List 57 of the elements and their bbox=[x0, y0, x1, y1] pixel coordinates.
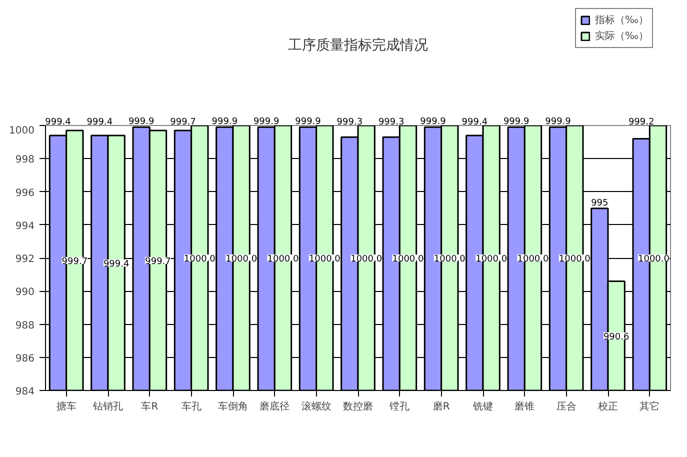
data-label: 999.7 bbox=[62, 256, 88, 267]
x-tick-label: 磨R bbox=[432, 400, 450, 412]
data-label: 990.6 bbox=[603, 332, 630, 342]
x-tick-label: 压合 bbox=[556, 400, 576, 412]
y-tick-label: 988 bbox=[15, 320, 35, 332]
data-label: 999.2 bbox=[628, 118, 654, 128]
data-label: 999.9 bbox=[545, 117, 572, 128]
data-label: 999.7 bbox=[145, 256, 171, 267]
data-label: 1000.0 bbox=[476, 254, 508, 264]
data-label: 1000.0 bbox=[267, 254, 300, 264]
data-label: 1000.0 bbox=[434, 254, 466, 264]
x-tick-label: 车倒角 bbox=[218, 400, 248, 412]
chart-title: 工序质量指标完成情况 bbox=[288, 38, 428, 54]
data-label: 999.4 bbox=[86, 118, 113, 128]
x-tick-label: 磨锥 bbox=[514, 400, 535, 412]
data-label: 1000.0 bbox=[392, 254, 424, 264]
x-tick-label: 其它 bbox=[640, 400, 660, 412]
data-label: 999.9 bbox=[128, 117, 154, 128]
data-label: 999.4 bbox=[45, 118, 72, 128]
y-tick-label: 996 bbox=[15, 188, 35, 199]
x-tick-label: 滚螺纹 bbox=[301, 400, 332, 412]
x-tick-label: 数控磨 bbox=[343, 400, 373, 412]
y-tick-label: 1000 bbox=[9, 126, 35, 136]
legend-label: 实际（‰） bbox=[595, 30, 648, 43]
y-tick-label: 994 bbox=[15, 220, 35, 232]
legend-label: 指标（‰） bbox=[595, 14, 648, 27]
x-tick-label: 车R bbox=[141, 400, 158, 412]
data-label: 999.9 bbox=[253, 117, 280, 128]
x-tick-label: 镗孔 bbox=[388, 400, 410, 412]
data-label: 995 bbox=[591, 198, 608, 208]
x-tick-label: 搪车 bbox=[56, 400, 76, 412]
data-label: 999.9 bbox=[503, 117, 530, 128]
data-label: 999.3 bbox=[336, 118, 363, 128]
data-label: 999.7 bbox=[170, 118, 196, 128]
data-label: 1000.0 bbox=[558, 254, 591, 264]
x-tick-label: 校正 bbox=[597, 400, 618, 412]
x-tick-label: 车孔 bbox=[181, 400, 202, 412]
data-label: 999.4 bbox=[103, 259, 130, 270]
data-label: 1000.0 bbox=[226, 254, 258, 264]
data-label: 1000.0 bbox=[184, 254, 216, 264]
data-label: 999.4 bbox=[462, 118, 488, 128]
data-label: 999.9 bbox=[420, 117, 446, 128]
data-label: 999.9 bbox=[212, 117, 238, 128]
y-tick-label: 984 bbox=[15, 386, 35, 398]
data-label: 1000.0 bbox=[308, 254, 341, 264]
y-tick-label: 992 bbox=[15, 254, 35, 265]
y-tick-label: 986 bbox=[15, 353, 35, 364]
x-tick-label: 钻销孔 bbox=[92, 402, 123, 412]
data-label: 1000.0 bbox=[517, 254, 550, 264]
x-tick-label: 铣键 bbox=[472, 400, 493, 412]
data-label: 1000.0 bbox=[350, 254, 382, 264]
x-tick-label: 磨底径 bbox=[260, 400, 290, 412]
data-label: 999.3 bbox=[378, 118, 404, 128]
data-label: 999.9 bbox=[295, 117, 322, 128]
y-tick-label: 990 bbox=[15, 287, 35, 298]
y-tick-label: 998 bbox=[15, 154, 35, 166]
data-label: 1000.0 bbox=[638, 254, 670, 264]
